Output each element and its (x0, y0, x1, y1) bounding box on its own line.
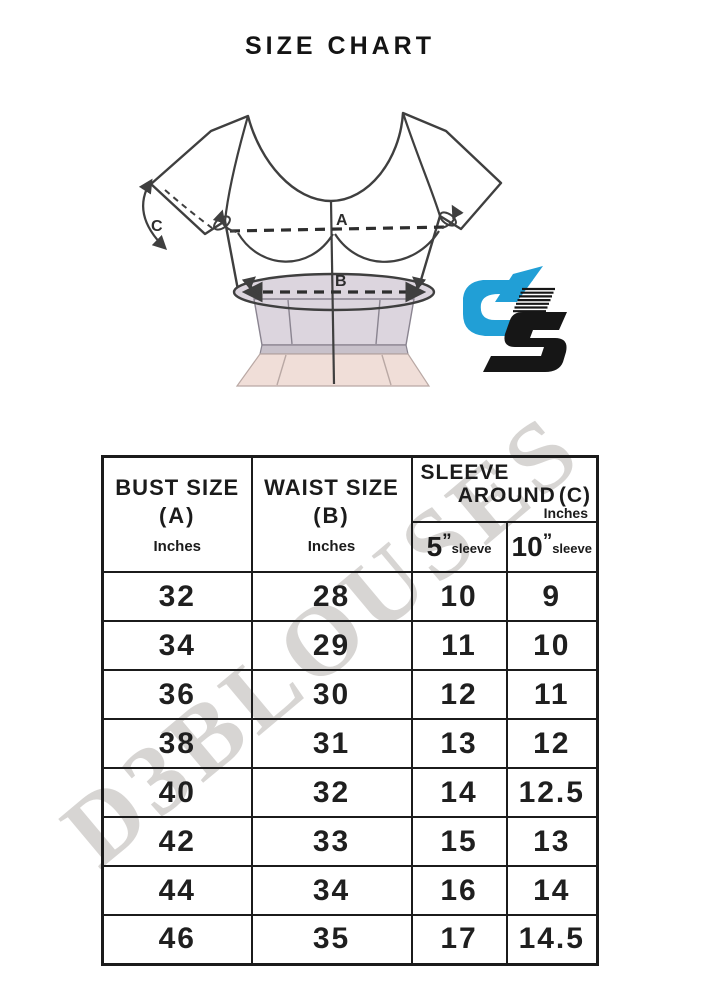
table-cell: 14.5 (505, 914, 599, 965)
table-cell: 14 (410, 767, 508, 818)
table-cell: 29 (250, 620, 413, 671)
table-cell: 13 (410, 718, 508, 769)
bust-label: A (336, 212, 348, 229)
bust-measure-line (229, 225, 449, 233)
table-row: 38 31 13 12 (101, 718, 599, 769)
table-cell: 38 (101, 718, 253, 769)
sleeve-5-number: 5 (426, 531, 443, 562)
waist-measure-ellipse (232, 272, 436, 312)
bust-cup-left (237, 232, 334, 263)
waist-size-header: WAIST SIZE (B) Inches (250, 455, 413, 573)
sleeve-title-line2: AROUND (C) (413, 484, 597, 508)
bust-arrow-right (441, 204, 464, 229)
sleeve-measure-arrow (138, 178, 168, 250)
table-cell: 30 (250, 669, 413, 720)
table-row: 44 34 16 14 (101, 865, 599, 916)
sleeve-10-number: 10 (511, 531, 543, 562)
table-cell: 16 (410, 865, 508, 916)
table-cell: 32 (250, 767, 413, 818)
table-cell: 32 (101, 571, 253, 622)
blouse-measurement-diagram: A B C (138, 111, 503, 387)
table-cell: 42 (101, 816, 253, 867)
table-cell: 15 (410, 816, 508, 867)
table-header-row: BUST SIZE (A) Inches WAIST SIZE (B) Inch… (101, 455, 599, 573)
table-cell: 40 (101, 767, 253, 818)
table-cell: 12.5 (505, 767, 599, 818)
waist-label: B (335, 273, 347, 290)
table-cell: 14 (505, 865, 599, 916)
table-row: 36 30 12 11 (101, 669, 599, 720)
bust-size-title: BUST SIZE (115, 474, 240, 500)
sleeve-10-word: sleeve (552, 541, 592, 556)
sleeve-title-line1: SLEEVE (420, 461, 510, 484)
table-cell: 13 (505, 816, 599, 867)
table-cell: 36 (101, 669, 253, 720)
table-cell: 44 (101, 865, 253, 916)
table-cell: 34 (250, 865, 413, 916)
table-cell: 17 (410, 914, 508, 965)
table-row: 32 28 10 9 (101, 571, 599, 622)
sleeve-code: (C) (558, 484, 592, 507)
bust-cup-right (334, 230, 440, 263)
sleeve-5-word: sleeve (451, 541, 492, 556)
skirt-seam-left (276, 354, 287, 386)
sleeve-5-header: 5”sleeve (410, 521, 508, 573)
inch-mark: ” (542, 531, 553, 552)
table-cell: 11 (410, 620, 508, 671)
table-row: 40 32 14 12.5 (101, 767, 599, 818)
table-row: 42 33 15 13 (101, 816, 599, 867)
logo-d-stem (495, 266, 543, 302)
waist-arrow-right (406, 276, 427, 296)
table-cell: 28 (250, 571, 413, 622)
table-cell: 9 (505, 571, 599, 622)
page-title: SIZE CHART (245, 32, 435, 60)
table-row: 34 29 11 10 (101, 620, 599, 671)
waist-size-code: (B) (313, 502, 350, 528)
sleeve-around-header: SLEEVE AROUND (C) Inches (410, 455, 599, 523)
bust-size-code: (A) (158, 502, 196, 528)
table-cell: 10 (505, 620, 599, 671)
table-cell: 12 (410, 669, 508, 720)
waist-size-title: WAIST SIZE (264, 474, 399, 500)
bust-size-header: BUST SIZE (A) Inches (101, 455, 253, 573)
table-cell: 10 (410, 571, 508, 622)
d3-logo (463, 266, 567, 372)
bust-wrap-loop-right (439, 211, 457, 227)
table-cell: 11 (505, 669, 599, 720)
sleeve-unit: Inches (543, 505, 589, 521)
blouse-outline (149, 111, 503, 292)
sleeve-around-word: AROUND (457, 484, 556, 507)
table-cell: 33 (250, 816, 413, 867)
table-cell: 34 (101, 620, 253, 671)
table-subheader-row: 5”sleeve 10”sleeve (103, 521, 599, 573)
waist-size-unit: Inches (307, 537, 356, 555)
table-cell: 31 (250, 718, 413, 769)
table-cell: 46 (101, 914, 253, 965)
skirt-seam-right (381, 354, 392, 386)
sleeve-dashed-line (164, 189, 213, 229)
bust-arrow-left (212, 209, 237, 233)
table-row: 46 35 17 14.5 (101, 914, 599, 965)
sleeve-10-header: 10”sleeve (505, 521, 599, 573)
inch-mark: ” (442, 531, 452, 552)
table-cell: 12 (505, 718, 599, 769)
armhole-seam-right (401, 112, 442, 217)
armhole-seam-left (223, 115, 250, 222)
sleeve-label: C (151, 218, 163, 235)
logo-3-glyph (483, 312, 567, 372)
logo-speed-lines (513, 287, 555, 313)
bust-size-unit: Inches (153, 537, 202, 555)
table-cell: 35 (250, 914, 413, 965)
size-table: BUST SIZE (A) Inches WAIST SIZE (B) Inch… (101, 455, 600, 966)
waist-arrow-left (241, 276, 262, 296)
